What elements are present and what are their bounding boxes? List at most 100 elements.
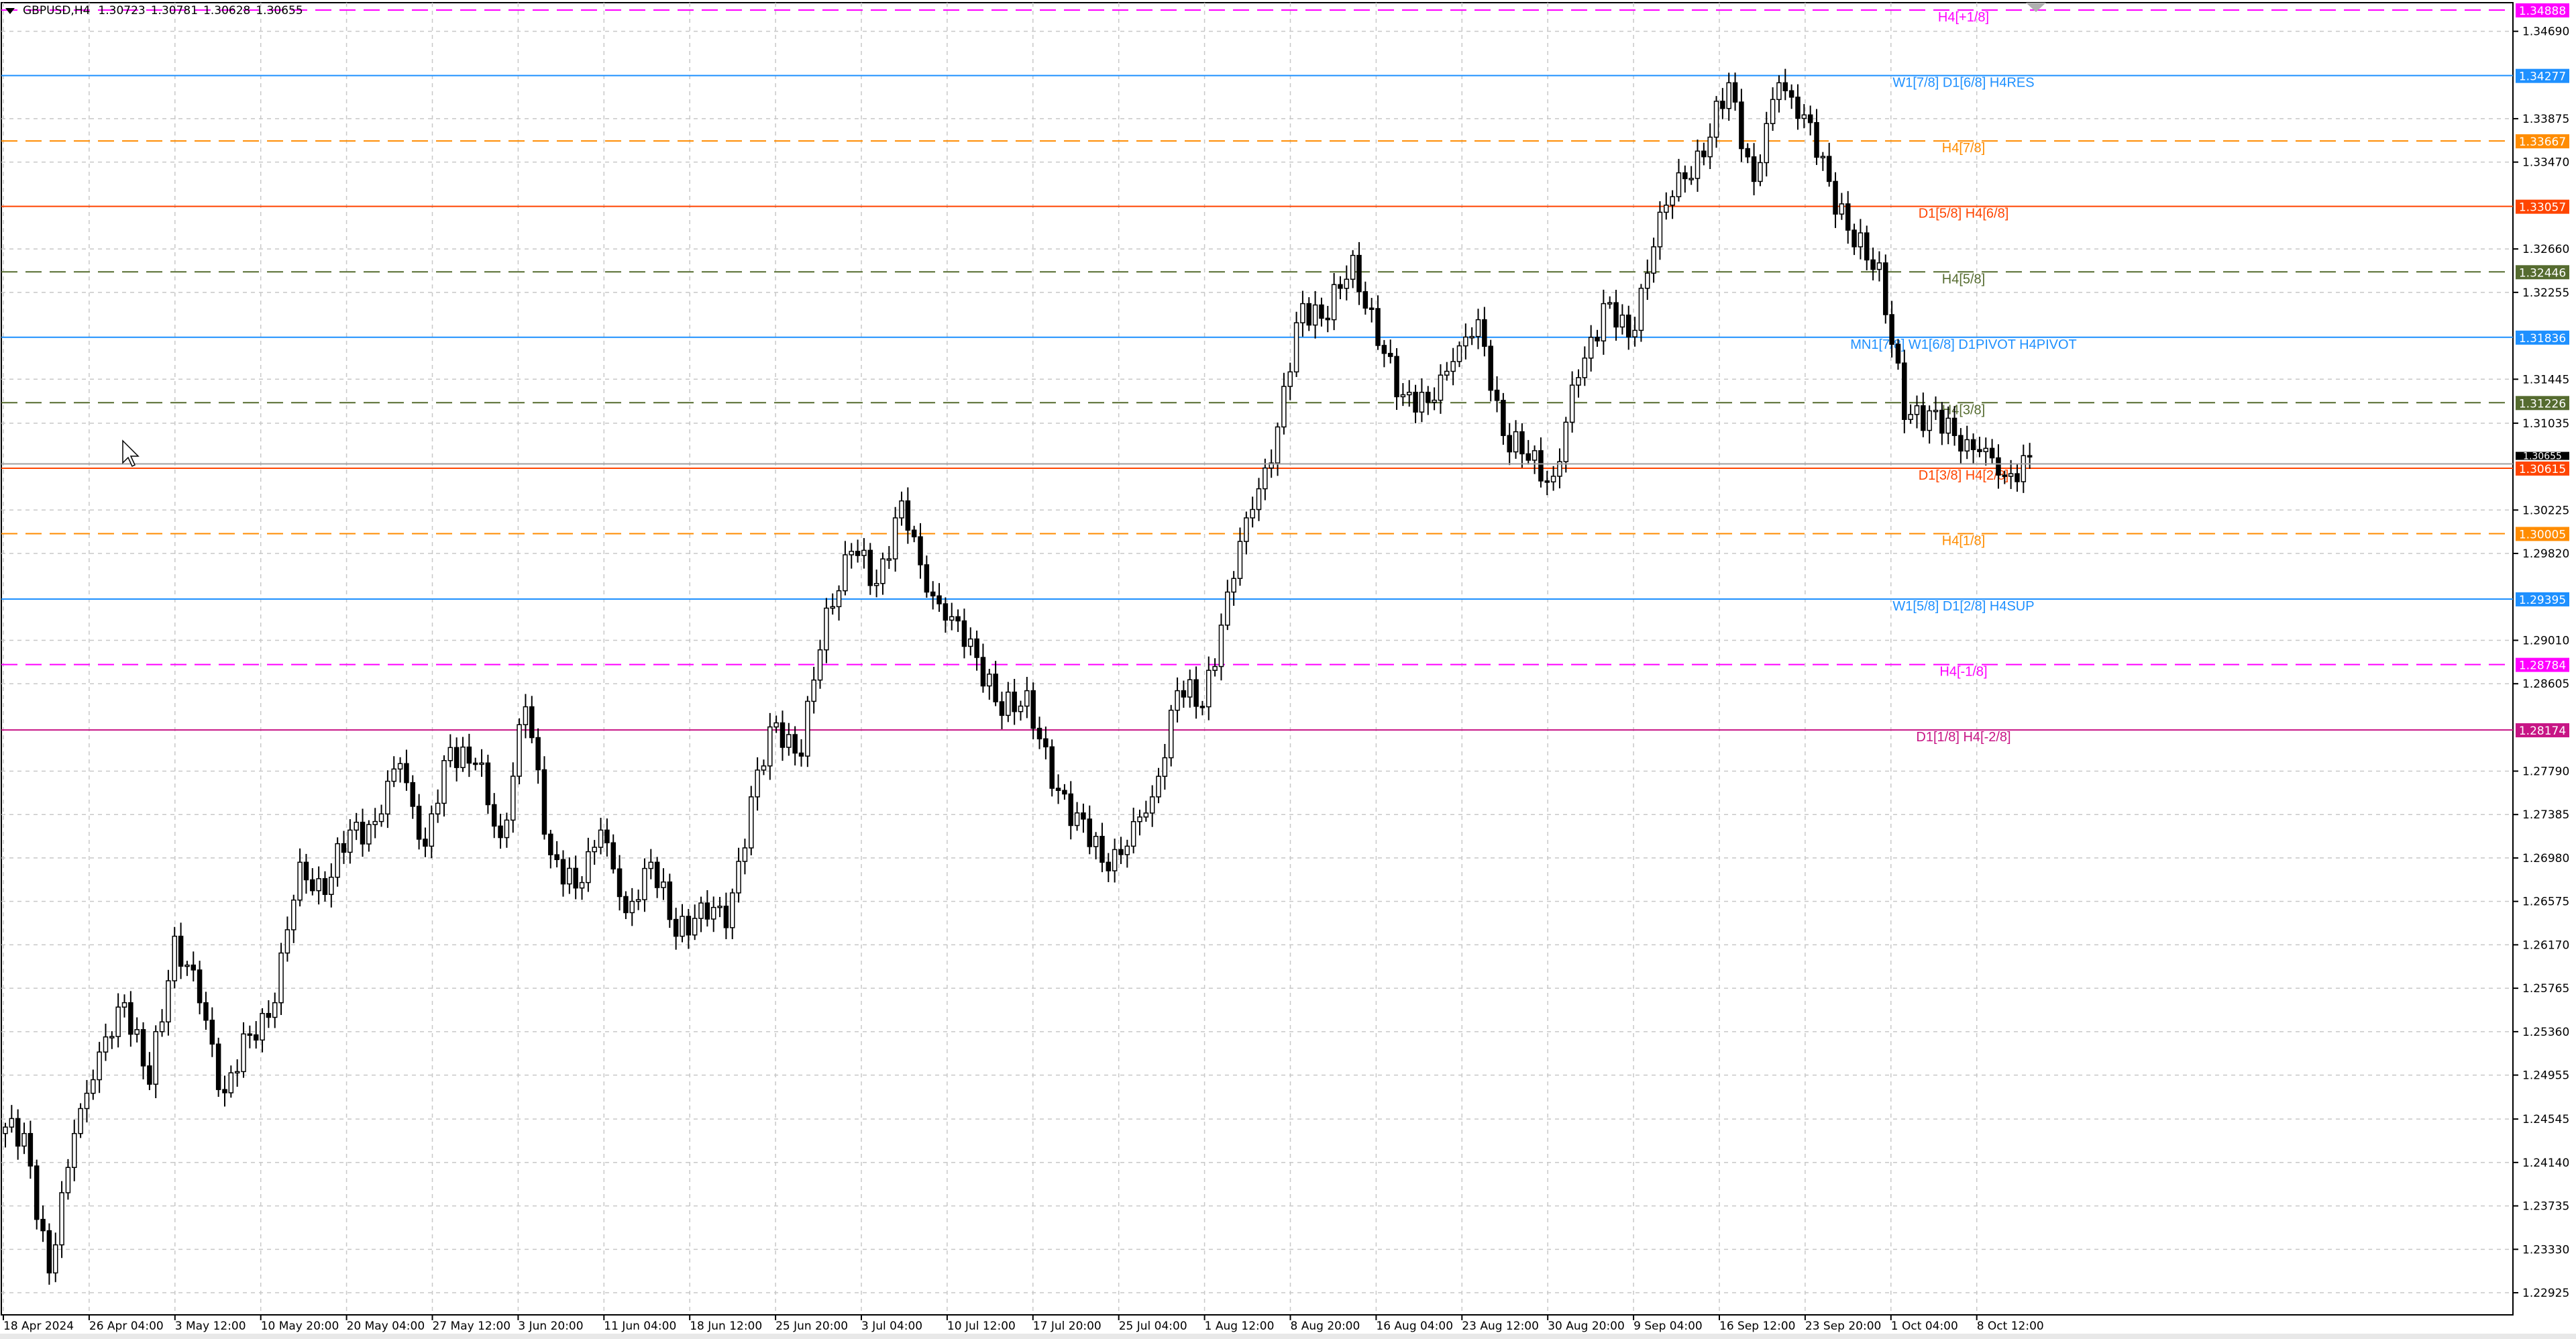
level-label: H4[+1/8] [1938, 10, 1989, 25]
candle-bear [1833, 180, 1838, 215]
candle-bull [291, 899, 297, 930]
candle-bear [215, 1043, 221, 1090]
level-price-tag [2516, 657, 2569, 672]
candle-bear [1625, 314, 1631, 337]
candle-bear [1181, 690, 1187, 698]
candle-bear [704, 902, 710, 920]
candle-bull [1513, 431, 1519, 453]
level-label: MN1[7/8] W1[6/8] D1PIVOT H4PIVOT [1850, 337, 2077, 352]
candle-bear [485, 762, 491, 806]
level-price-tag-label: 1.29395 [2519, 594, 2566, 607]
candle-bull [1137, 816, 1142, 822]
plot-area[interactable] [1, 2, 2514, 1316]
level-price-tag [2516, 199, 2569, 214]
candle-bear [322, 878, 328, 896]
candle-bull [1914, 405, 1920, 415]
y-tick-label: 1.26980 [2522, 852, 2569, 865]
candle-bull [767, 726, 773, 767]
candle-bull [1469, 335, 1474, 339]
level-price-tag [2516, 461, 2569, 476]
candle-bull [378, 813, 384, 822]
candle-bull [1406, 391, 1412, 396]
candle-bull [729, 892, 735, 928]
x-tick-label: 3 May 12:00 [175, 1320, 246, 1333]
candle-bear [623, 896, 629, 914]
y-tick-label: 1.22925 [2522, 1287, 2569, 1300]
candle-bear [1782, 82, 1788, 91]
candle-bear [1062, 790, 1067, 795]
candle-bear [178, 935, 184, 967]
candle-bull [886, 558, 892, 561]
x-tick-label: 8 Aug 20:00 [1291, 1320, 1360, 1333]
x-tick-label: 3 Jul 04:00 [861, 1320, 922, 1333]
candle-bear [1682, 172, 1688, 180]
candle-bull [1651, 246, 1656, 274]
candle-bull [1839, 203, 1845, 215]
candle-bull [1350, 254, 1356, 280]
candle-bull [692, 918, 698, 936]
x-tick-label: 10 Jul 12:00 [947, 1320, 1016, 1333]
candle-bull [1801, 114, 1807, 119]
candle-bull [880, 558, 885, 584]
candle-bear [999, 701, 1005, 716]
candle-bull [241, 1033, 246, 1073]
candle-bear [924, 564, 930, 593]
candle-bull [2008, 473, 2014, 477]
candle-bull [1149, 796, 1155, 814]
candle-bull [1726, 82, 1731, 109]
candle-bear [855, 551, 861, 556]
y-tick-label: 1.29820 [2522, 547, 2569, 561]
candle-bull [1456, 345, 1462, 362]
candle-bear [1482, 319, 1487, 347]
candle-bear [1544, 480, 1550, 483]
candle-bear [1362, 291, 1368, 309]
candle-bull [817, 649, 823, 681]
candle-bear [1494, 389, 1500, 401]
candle-bull [1619, 314, 1625, 328]
x-tick-label: 23 Aug 12:00 [1462, 1320, 1539, 1333]
candle-bull [134, 1029, 140, 1035]
candle-bull [648, 861, 654, 869]
candle-bull [824, 607, 829, 651]
y-tick-label: 1.24140 [2522, 1157, 2569, 1170]
candle-bear [1921, 405, 1926, 431]
candle-bear [1745, 148, 1750, 158]
candle-bull [1463, 336, 1468, 347]
candle-bull [579, 881, 585, 889]
candle-bull [72, 1132, 77, 1169]
y-tick-label: 1.28605 [2522, 678, 2569, 691]
candle-bear [1325, 317, 1331, 321]
candle-bear [1507, 435, 1512, 453]
level-price-tag-label: 1.34888 [2519, 5, 2566, 18]
y-tick-label: 1.29010 [2522, 634, 2569, 647]
candle-bull [1908, 414, 1913, 420]
y-tick-label: 1.23330 [2522, 1243, 2569, 1256]
candle-bear [1338, 284, 1343, 289]
candle-bear [46, 1230, 52, 1274]
dropdown-triangle-icon[interactable] [5, 7, 15, 14]
candle-bear [303, 861, 309, 881]
x-tick-label: 26 Apr 04:00 [89, 1320, 164, 1333]
candle-bear [610, 842, 616, 869]
candle-bear [604, 829, 610, 844]
candle-bear [1977, 449, 1982, 452]
ohlc-high: 1.30781 [150, 4, 199, 17]
y-tick-label: 1.31035 [2522, 417, 2569, 431]
x-tick-label: 18 Jun 12:00 [690, 1320, 762, 1333]
candle-bull [1820, 156, 1826, 158]
candle-bull [115, 1006, 121, 1037]
level-price-tag-label: 1.30005 [2519, 528, 2566, 541]
y-tick-label: 1.33470 [2522, 156, 2569, 170]
candle-bear [209, 1020, 215, 1045]
candle-bull [272, 1002, 278, 1018]
candle-bear [1851, 229, 1857, 248]
candle-bear [1068, 793, 1073, 826]
candle-bull [1601, 303, 1607, 341]
level-price-tag-label: 1.28784 [2519, 659, 2566, 673]
level-label: D1[5/8] H4[6/8] [1919, 207, 2009, 221]
level-label: W1[7/8] D1[6/8] H4RES [1892, 76, 2034, 91]
chart-shift-marker-icon[interactable] [2026, 3, 2046, 12]
candle-bull [843, 554, 848, 592]
candle-bull [1130, 820, 1136, 847]
